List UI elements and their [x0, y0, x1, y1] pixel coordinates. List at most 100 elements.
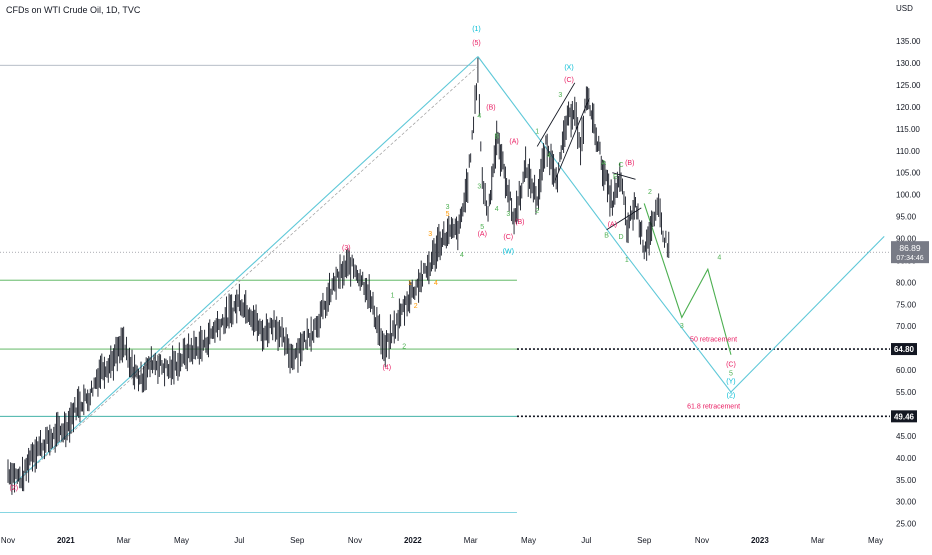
x-tick-label: 2021	[57, 536, 75, 545]
y-tick-label: 120.00	[896, 103, 921, 112]
y-tick-label: 95.00	[896, 213, 917, 222]
wave-label: (5)	[472, 40, 481, 47]
wave-line	[13, 56, 479, 485]
wave-label: (C)	[564, 77, 574, 84]
wave-label: (C)	[726, 362, 736, 369]
y-tick-label: 105.00	[896, 169, 921, 178]
retracement-618-label: 61.8 retracement	[687, 403, 740, 410]
y-tick-label: 100.00	[896, 191, 921, 200]
wave-label: 3	[680, 323, 684, 330]
wave-line	[730, 235, 885, 393]
wave-label: (3)	[342, 245, 351, 252]
currency-label: USD	[896, 4, 913, 13]
y-tick-label: 25.00	[896, 520, 917, 529]
wave-label: (A)	[478, 231, 487, 238]
y-tick-label: 80.00	[896, 278, 917, 287]
chart-title: CFDs on WTI Crude Oil, 1D, TVC	[6, 5, 141, 15]
wave-line	[626, 255, 732, 393]
x-tick-label: May	[174, 536, 189, 545]
wave-label: 3	[446, 204, 450, 211]
wave-label: (A)	[608, 222, 617, 229]
wave-label: 4	[434, 280, 438, 287]
wave-label: 4	[547, 152, 551, 159]
last-price-text: 86.89	[899, 243, 921, 253]
level-price-text: 64.80	[894, 345, 915, 354]
wave-label: 2	[535, 208, 539, 215]
wave-label: (W)	[503, 248, 514, 255]
wave-label: 1	[625, 257, 629, 264]
wave-label: 4	[460, 252, 464, 259]
x-tick-label: Nov	[695, 536, 709, 545]
wave-label: 2	[648, 189, 652, 196]
wave-label: D	[619, 234, 624, 241]
x-tick-label: Mar	[811, 536, 825, 545]
x-tick-label: 2022	[404, 536, 422, 545]
y-tick-label: 75.00	[896, 300, 917, 309]
wave-label: (2)	[727, 392, 736, 399]
x-tick-label: Jul	[581, 536, 591, 545]
y-tick-label: 90.00	[896, 235, 917, 244]
wave-label: (B)	[486, 105, 495, 112]
wave-label: (2)	[10, 485, 19, 492]
x-tick-label: May	[521, 536, 536, 545]
wave-label: 3	[558, 92, 562, 99]
y-tick-label: 40.00	[896, 454, 917, 463]
y-tick-label: 60.00	[896, 366, 917, 375]
y-tick-label: 30.00	[896, 498, 917, 507]
retracement-50-label: 50 retracement	[690, 337, 737, 344]
x-tick-label: May	[868, 536, 883, 545]
channel-line	[606, 207, 642, 231]
wave-label: 5	[446, 211, 450, 218]
wave-label: 5	[729, 370, 733, 377]
wave-label: 3	[428, 231, 432, 238]
wave-label: (4)	[383, 365, 392, 372]
wave-label: 1	[535, 129, 539, 136]
countdown-text: 07:34:46	[896, 255, 923, 262]
wave-label: 3	[506, 211, 510, 218]
wave-label: (X)	[564, 65, 573, 72]
wave-label: B	[604, 233, 609, 240]
level-price-box	[891, 410, 917, 423]
price-series	[7, 57, 670, 495]
x-tick-label: Sep	[637, 536, 652, 545]
y-axis: 25.0030.0035.0040.0045.0050.0055.0060.00…	[891, 4, 929, 529]
grid	[0, 64, 517, 514]
wave-label: C	[619, 162, 624, 169]
last-price-box	[891, 241, 929, 264]
wave-labels: (1)(5)(2)(3)(4)1234512345(A)(B)(C)(W)(A)…	[10, 26, 741, 492]
x-tick-label: Mar	[464, 536, 478, 545]
x-tick-label: Jul	[234, 536, 244, 545]
y-tick-label: 70.00	[896, 322, 917, 331]
y-tick-label: 45.00	[896, 432, 917, 441]
wave-label: 3	[477, 184, 481, 191]
wave-label: (Y)	[726, 379, 735, 386]
wave-label: 4	[477, 113, 481, 120]
channel-line	[536, 82, 576, 147]
y-tick-label: 125.00	[896, 81, 921, 90]
y-tick-label: 130.00	[896, 59, 921, 68]
wave-label: (C)	[503, 234, 513, 241]
wave-label: 2	[402, 344, 406, 351]
wave-label: (B)	[625, 160, 634, 167]
trend-dashed-line	[19, 67, 477, 481]
wave-label: 5	[480, 224, 484, 231]
wave-label: (1)	[472, 26, 481, 33]
wave-label: (A)	[509, 138, 518, 145]
wave-label: 2	[414, 303, 418, 310]
x-axis: Nov 2021 Mar May Jul Sep Nov 2022 Mar May Jul Sep No…	[1, 536, 883, 545]
y-tick-label: 110.00	[896, 147, 920, 156]
wave-label: E	[613, 174, 618, 181]
y-tick-label: 135.00	[896, 37, 921, 46]
wave-label: (B)	[515, 219, 524, 226]
level-price-box	[891, 343, 917, 356]
wave-label: 1	[391, 293, 395, 300]
projection-line	[643, 203, 732, 355]
channel-line	[612, 172, 636, 180]
wave-label: 4	[495, 206, 499, 213]
x-tick-label: Nov	[1, 536, 15, 545]
wave-label: A	[601, 160, 606, 167]
x-tick-label: Mar	[117, 536, 131, 545]
wave-label: 1	[408, 280, 412, 287]
